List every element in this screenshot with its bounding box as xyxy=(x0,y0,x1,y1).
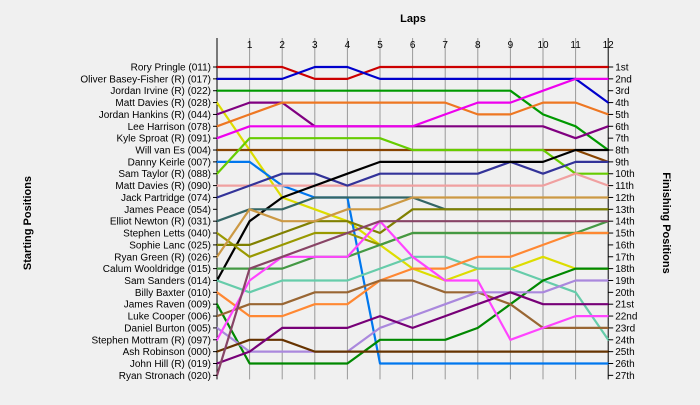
finishing-position-label: 20th xyxy=(615,288,634,299)
starting-position-label: Kyle Sproat (R) (091) xyxy=(117,134,211,145)
lap-tick-label: 11 xyxy=(570,40,581,51)
series-line xyxy=(215,160,610,199)
finishing-position-label: 14th xyxy=(615,217,634,228)
series-line xyxy=(215,208,610,246)
finishing-position-label: 18th xyxy=(615,264,634,275)
series-line xyxy=(215,291,610,365)
lap-tick-label: 7 xyxy=(442,40,448,51)
starting-position-label: James Peace (054) xyxy=(124,205,211,216)
finishing-position-label: 6th xyxy=(615,122,629,133)
starting-position-label: Ash Robinson (000) xyxy=(123,347,211,358)
series-line xyxy=(215,220,610,270)
lap-tick-label: 1 xyxy=(247,40,253,51)
series-line xyxy=(215,220,610,377)
lap-tick-labels: 1 2 3 4 5 6 7 8 9 10 11 12 xyxy=(247,40,614,51)
starting-position-label: John Hill (R) (019) xyxy=(130,359,211,370)
series-line xyxy=(215,65,610,81)
finishing-position-label: 22nd xyxy=(615,312,637,323)
finishing-position-label: 3rd xyxy=(615,86,629,97)
finishing-position-label: 1st xyxy=(615,63,629,74)
finishing-positions-title: Finishing Positions xyxy=(660,172,672,273)
series-line xyxy=(215,65,610,104)
finishing-position-label: 26th xyxy=(615,359,634,370)
starting-position-label: Calum Wooldridge (015) xyxy=(103,264,211,275)
series-line xyxy=(215,231,610,318)
starting-position-label: Jordan Hankins (R) (044) xyxy=(99,110,211,121)
finishing-position-label: 15th xyxy=(615,229,634,240)
series-line xyxy=(215,338,610,353)
starting-position-label: Jordan Irvine (R) (022) xyxy=(110,86,211,97)
finishing-position-label: 11th xyxy=(615,181,634,192)
starting-position-label: Rory Pringle (011) xyxy=(131,63,211,74)
starting-position-label: Lee Harrison (078) xyxy=(128,122,211,133)
lap-tick-label: 3 xyxy=(312,40,318,51)
starting-position-label: Elliot Newton (R) (031) xyxy=(110,217,211,228)
finishing-position-label: 8th xyxy=(615,146,629,157)
finishing-position-label: 9th xyxy=(615,157,629,168)
finishing-position-label: 13th xyxy=(615,205,634,216)
finishing-position-label: 12th xyxy=(615,193,634,204)
x-axis-title: Laps xyxy=(400,13,426,25)
lap-tick-label: 5 xyxy=(377,40,383,51)
lap-tick-label: 8 xyxy=(475,40,481,51)
series-line xyxy=(215,137,610,175)
starting-position-label: Daniel Burton (005) xyxy=(124,323,211,334)
starting-position-label: Billy Baxter (010) xyxy=(135,288,211,299)
series-line xyxy=(215,101,610,128)
finishing-position-label: 23rd xyxy=(615,323,635,334)
lap-tick-label: 10 xyxy=(537,40,549,51)
finishing-position-label: 17th xyxy=(615,252,634,263)
finishing-position-label: 2nd xyxy=(615,74,632,85)
series-line xyxy=(215,267,610,365)
starting-position-label: Will van Es (004) xyxy=(135,146,211,157)
lap-tick-label: 4 xyxy=(345,40,351,51)
series-line xyxy=(215,89,610,152)
starting-position-label: Sophie Lanc (025) xyxy=(129,240,211,251)
starting-position-label: Matt Davies (R) (028) xyxy=(115,98,211,109)
starting-position-label: Jack Partridge (074) xyxy=(121,193,211,204)
lap-tick-label: 2 xyxy=(279,40,285,51)
starting-position-label: Sam Sanders (014) xyxy=(124,276,211,287)
lap-tick-label: 12 xyxy=(603,40,615,51)
finishing-position-label: 10th xyxy=(615,169,634,180)
series-line xyxy=(215,279,610,353)
starting-position-label: Sam Taylor (R) (088) xyxy=(118,169,211,180)
series-lines xyxy=(215,65,610,377)
starting-position-label: Stephen Mottram (R) (097) xyxy=(92,335,212,346)
starting-position-label: Luke Cooper (006) xyxy=(128,312,211,323)
finishing-position-label: 5th xyxy=(615,110,629,121)
finishing-position-label: 21st xyxy=(615,300,634,311)
series-line xyxy=(215,148,610,282)
finishing-position-labels: 1st2nd3rd4th5th6th7th8th9th10th11th12th1… xyxy=(608,63,637,382)
starting-position-label: Ryan Green (R) (026) xyxy=(114,252,211,263)
finishing-position-label: 24th xyxy=(615,335,634,346)
starting-position-label: James Raven (009) xyxy=(124,300,211,311)
starting-position-label: Ryan Stronach (020) xyxy=(119,371,211,382)
starting-position-label: Oliver Basey-Fisher (R) (017) xyxy=(80,74,211,85)
finishing-position-label: 27th xyxy=(615,371,634,382)
starting-position-labels: Rory Pringle (011)Oliver Basey-Fisher (R… xyxy=(80,63,217,382)
starting-position-label: Danny Keirle (007) xyxy=(128,157,211,168)
starting-position-label: Matt Davies (R) (090) xyxy=(115,181,211,192)
lap-tick-label: 6 xyxy=(410,40,416,51)
finishing-position-label: 19th xyxy=(615,276,634,287)
finishing-position-label: 4th xyxy=(615,98,629,109)
series-line xyxy=(215,196,610,258)
finishing-position-label: 16th xyxy=(615,240,634,251)
finishing-position-label: 7th xyxy=(615,134,629,145)
finishing-position-label: 25th xyxy=(615,347,634,358)
starting-position-label: Stephen Letts (040) xyxy=(123,229,211,240)
lap-tick-label: 9 xyxy=(508,40,514,51)
starting-positions-title: Starting Positions xyxy=(22,176,34,270)
series-line xyxy=(215,77,610,140)
series-line xyxy=(215,172,610,187)
